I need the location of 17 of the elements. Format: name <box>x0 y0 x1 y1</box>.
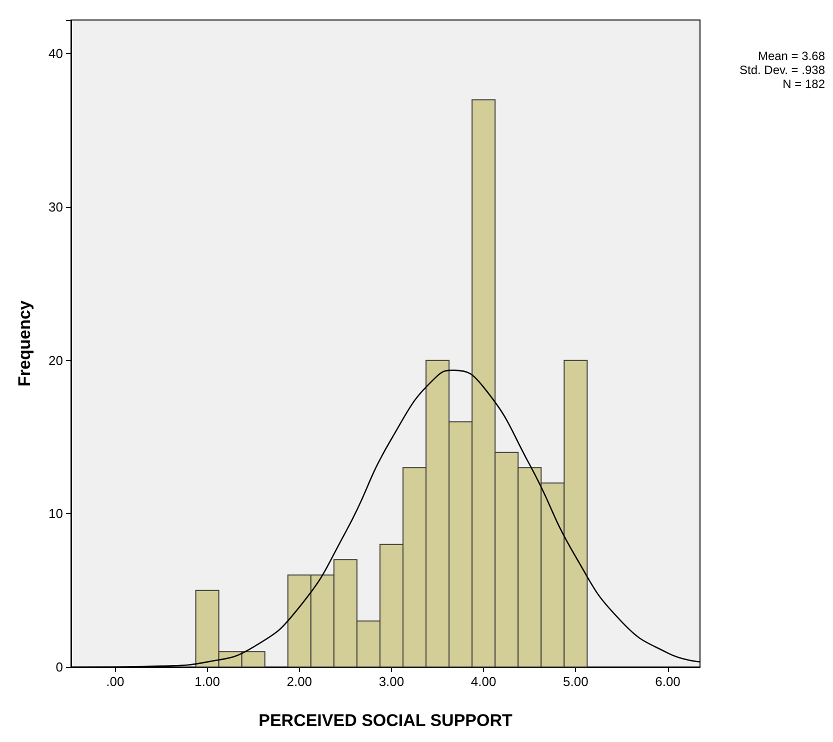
y-axis-title: Frequency <box>15 300 34 386</box>
x-tick-label: 3.00 <box>378 674 404 689</box>
x-tick-label: 2.00 <box>286 674 312 689</box>
y-tick-label: 0 <box>56 660 63 674</box>
text: Std. Dev. = .938 <box>740 63 826 77</box>
y-tick-label: 20 <box>48 352 63 368</box>
x-tick-label: 4.00 <box>470 674 496 689</box>
y-tick-label: 30 <box>48 200 63 215</box>
text: N = 182 <box>782 77 826 91</box>
y-tick-label: 40 <box>48 46 63 62</box>
x-tick-label: 6.00 <box>655 674 680 689</box>
x-tick-label: 5.00 <box>563 674 588 689</box>
y-tick-label: 10 <box>48 506 63 522</box>
x-tick-label: .00 <box>106 674 124 689</box>
x-tick-label: 1.00 <box>194 674 220 689</box>
x-axis-title: PERCEIVED SOCIAL SUPPORT <box>258 711 514 730</box>
text: Mean = 3.68 <box>758 49 826 63</box>
